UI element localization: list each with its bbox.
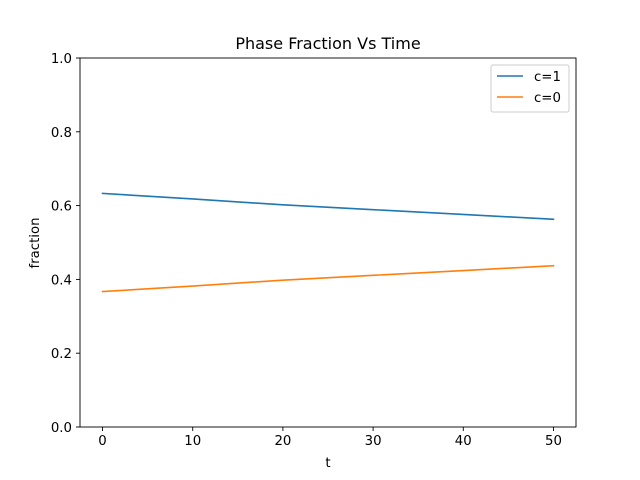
series-line-1 (101, 192, 555, 221)
y-tick-label: 0.6 (51, 200, 72, 215)
x-tick-label: 50 (545, 434, 562, 449)
legend: c=1c=0 (490, 64, 570, 113)
x-tick-label: 20 (274, 434, 291, 449)
x-axis-label: t (325, 456, 330, 471)
series-line-2 (101, 264, 555, 293)
plot-area: 0 10 20 30 40 50 0.0 0.2 0.4 0.6 0.8 1.0 (51, 52, 577, 449)
y-tick-label: 0.0 (51, 421, 72, 436)
legend-label-2: c=0 (534, 91, 561, 106)
chart-title: Phase Fraction Vs Time (235, 34, 420, 53)
legend-label-1: c=1 (534, 70, 561, 85)
y-tick-label: 0.2 (51, 347, 72, 362)
x-tick-label: 10 (184, 434, 201, 449)
y-tick-label: 1.0 (51, 52, 72, 67)
y-tick-label: 0.4 (51, 273, 72, 288)
x-tick-label: 30 (365, 434, 382, 449)
x-tick-label: 40 (455, 434, 472, 449)
axes-frame (79, 57, 577, 428)
y-tick-label: 0.8 (51, 126, 72, 141)
y-axis-label: fraction (28, 217, 43, 268)
x-tick-label: 0 (98, 434, 106, 449)
